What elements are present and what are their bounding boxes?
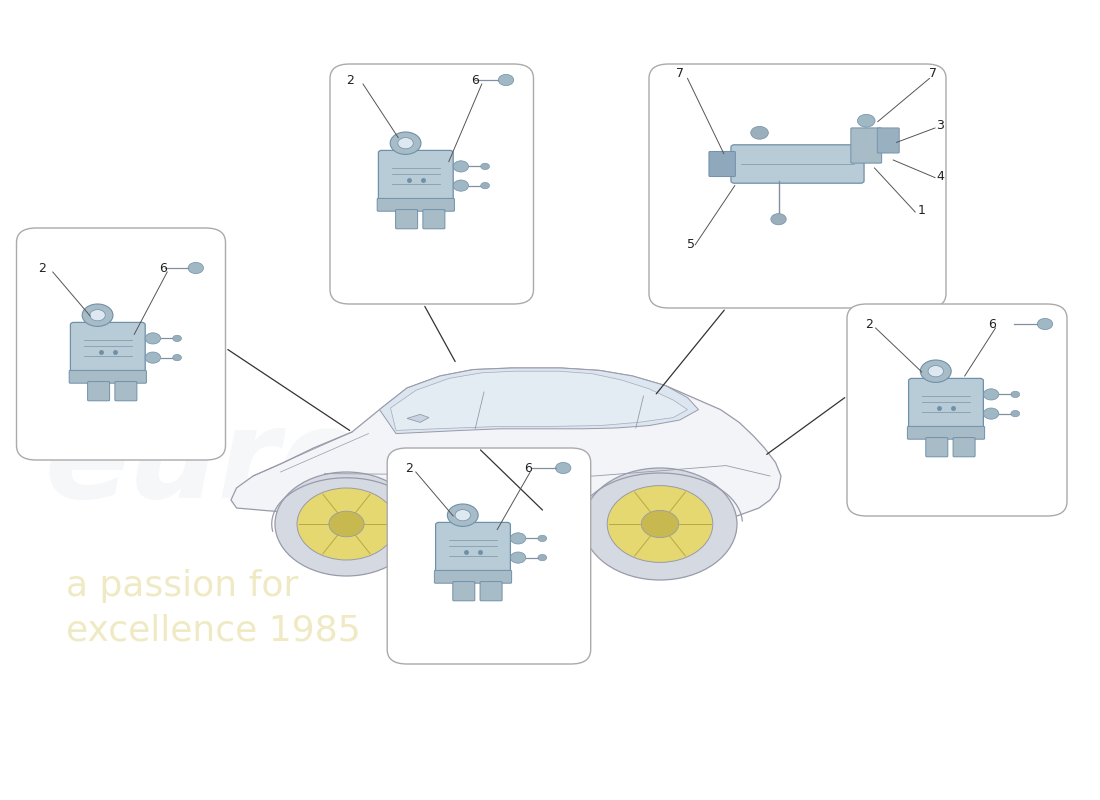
Text: 6: 6: [158, 262, 167, 274]
Circle shape: [82, 304, 113, 326]
Polygon shape: [407, 414, 429, 422]
Polygon shape: [379, 368, 698, 434]
Circle shape: [641, 510, 679, 538]
Circle shape: [398, 138, 414, 149]
Circle shape: [583, 468, 737, 580]
Text: a passion for
excellence 1985: a passion for excellence 1985: [66, 569, 361, 647]
FancyBboxPatch shape: [878, 128, 900, 153]
Circle shape: [173, 335, 182, 342]
Circle shape: [448, 504, 478, 526]
Circle shape: [1037, 318, 1053, 330]
FancyBboxPatch shape: [909, 378, 983, 430]
Circle shape: [188, 262, 204, 274]
Circle shape: [921, 360, 952, 382]
Text: 1: 1: [917, 204, 926, 217]
FancyBboxPatch shape: [908, 426, 985, 439]
FancyBboxPatch shape: [387, 448, 591, 664]
FancyBboxPatch shape: [926, 438, 948, 457]
Circle shape: [510, 533, 526, 544]
FancyBboxPatch shape: [70, 322, 145, 374]
FancyBboxPatch shape: [953, 438, 975, 457]
Text: eurostep: eurostep: [44, 403, 673, 525]
Circle shape: [481, 163, 490, 170]
Circle shape: [297, 488, 396, 560]
Circle shape: [1011, 410, 1020, 417]
Text: 6: 6: [524, 462, 532, 474]
Circle shape: [1011, 391, 1020, 398]
Circle shape: [928, 366, 944, 377]
Circle shape: [453, 180, 469, 191]
Circle shape: [453, 161, 469, 172]
Circle shape: [750, 126, 768, 139]
FancyBboxPatch shape: [330, 64, 534, 304]
FancyBboxPatch shape: [730, 145, 865, 183]
Circle shape: [329, 511, 364, 537]
Circle shape: [145, 352, 161, 363]
Text: 3: 3: [936, 119, 945, 132]
FancyBboxPatch shape: [851, 128, 882, 163]
FancyBboxPatch shape: [847, 304, 1067, 516]
FancyBboxPatch shape: [453, 582, 475, 601]
Circle shape: [173, 354, 182, 361]
FancyBboxPatch shape: [436, 522, 510, 574]
FancyBboxPatch shape: [69, 370, 146, 383]
Text: 2: 2: [37, 262, 46, 274]
Text: 7: 7: [928, 67, 937, 80]
Circle shape: [538, 554, 547, 561]
FancyBboxPatch shape: [480, 582, 502, 601]
Circle shape: [538, 535, 547, 542]
FancyBboxPatch shape: [708, 151, 735, 177]
Circle shape: [983, 389, 999, 400]
Circle shape: [390, 132, 421, 154]
Text: 2: 2: [865, 318, 873, 330]
FancyBboxPatch shape: [377, 198, 454, 211]
Circle shape: [771, 214, 786, 225]
Text: 6: 6: [988, 318, 997, 330]
Circle shape: [858, 114, 876, 127]
Circle shape: [455, 510, 471, 521]
FancyBboxPatch shape: [378, 150, 453, 202]
Circle shape: [498, 74, 514, 86]
Circle shape: [275, 472, 418, 576]
FancyBboxPatch shape: [422, 210, 444, 229]
FancyBboxPatch shape: [16, 228, 226, 460]
Text: 5: 5: [686, 238, 695, 250]
Text: 4: 4: [936, 170, 945, 182]
FancyBboxPatch shape: [114, 382, 136, 401]
Circle shape: [481, 182, 490, 189]
FancyBboxPatch shape: [434, 570, 512, 583]
Circle shape: [983, 408, 999, 419]
FancyBboxPatch shape: [649, 64, 946, 308]
FancyBboxPatch shape: [396, 210, 418, 229]
Circle shape: [90, 310, 106, 321]
Text: 7: 7: [675, 67, 684, 80]
Text: 2: 2: [345, 74, 354, 86]
FancyBboxPatch shape: [88, 382, 110, 401]
Polygon shape: [231, 368, 781, 530]
Circle shape: [556, 462, 571, 474]
Circle shape: [145, 333, 161, 344]
Polygon shape: [390, 371, 688, 430]
Circle shape: [607, 486, 713, 562]
Text: 6: 6: [471, 74, 480, 86]
Circle shape: [510, 552, 526, 563]
Text: 2: 2: [405, 462, 414, 474]
